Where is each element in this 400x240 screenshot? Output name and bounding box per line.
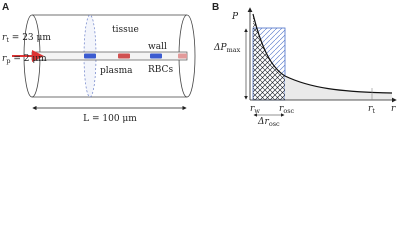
radius-label: rt = 23 μm bbox=[2, 33, 51, 44]
cylinder bbox=[32, 14, 187, 98]
symbol: Δr bbox=[257, 117, 269, 126]
value: = 23 μm bbox=[9, 33, 51, 43]
symbol: r bbox=[279, 104, 284, 114]
panel-b: B P ΔPmax rw rosc rt r Δrosc bbox=[212, 2, 397, 126]
symbol: ΔP bbox=[213, 43, 227, 53]
pressure-curve bbox=[252, 13, 393, 94]
tick-label: rosc bbox=[279, 104, 295, 115]
subscript: t bbox=[6, 36, 9, 44]
value: = 2 μm bbox=[10, 54, 47, 64]
length-label: L = 100 μm bbox=[83, 114, 137, 124]
subscript: osc bbox=[283, 107, 294, 115]
wall-label: wall bbox=[148, 42, 167, 52]
figure: A rt = 23 μm rp = 2 μm tissue wall plasm… bbox=[2, 2, 397, 126]
subscript: max bbox=[227, 46, 241, 54]
pressure-label: ΔPmax bbox=[213, 43, 241, 54]
subscript: w bbox=[254, 107, 260, 115]
x-axis-label: r bbox=[391, 104, 396, 114]
tick-label: rt bbox=[368, 104, 375, 115]
rbc bbox=[150, 53, 162, 59]
subscript: osc bbox=[269, 120, 280, 126]
hatched-area bbox=[253, 14, 285, 100]
rbc-label: RBCs bbox=[148, 65, 173, 75]
pressure-area bbox=[285, 76, 392, 100]
rbc bbox=[178, 53, 187, 59]
tick-label: rw bbox=[250, 104, 260, 115]
subscript: p bbox=[6, 57, 10, 65]
subscript: t bbox=[372, 107, 375, 115]
symbol: r bbox=[368, 104, 373, 114]
radius-label: rp = 2 μm bbox=[2, 54, 47, 65]
y-axis-label: P bbox=[231, 12, 239, 22]
symbol: r bbox=[250, 104, 255, 114]
plasma-label: plasma bbox=[100, 66, 133, 76]
rbc bbox=[118, 53, 130, 59]
panel-a: A rt = 23 μm rp = 2 μm tissue wall plasm… bbox=[2, 2, 196, 124]
tissue-label: tissue bbox=[112, 25, 139, 35]
panel-label: A bbox=[2, 2, 9, 13]
width-label: Δrosc bbox=[257, 117, 280, 126]
symbol: r bbox=[2, 33, 7, 43]
symbol: r bbox=[2, 54, 7, 64]
panel-label: B bbox=[212, 2, 219, 13]
vessel bbox=[31, 51, 188, 61]
rbc bbox=[84, 53, 96, 59]
